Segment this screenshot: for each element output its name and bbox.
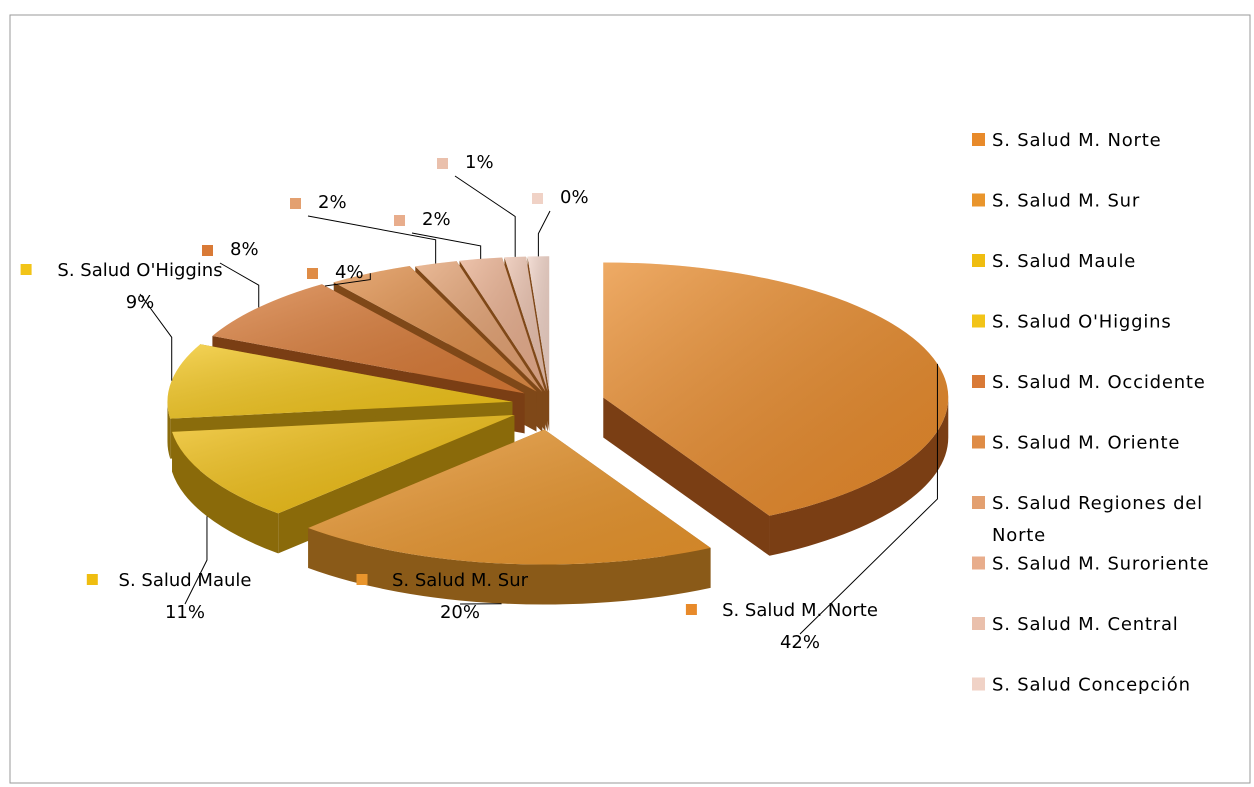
legend: S. Salud M. Norte S. Salud M. Sur S. Salud…	[972, 130, 1209, 696]
legend-item-s-salud-m-oriente: S. Salud M. Oriente	[972, 433, 1180, 454]
data-label-value: 1%	[465, 152, 494, 173]
legend-item-s-salud-maule: S. Salud Maule	[972, 251, 1136, 272]
legend-item-s-salud-o-higgins: S. Salud O'Higgins	[972, 312, 1172, 333]
legend-swatch	[972, 617, 985, 630]
legend-item-s-salud-concepci-n: S. Salud Concepción	[972, 675, 1191, 696]
data-label-category: S. Salud M. Sur	[392, 570, 529, 591]
data-label-marker	[307, 268, 318, 279]
data-label-value: 20%	[440, 602, 480, 623]
data-label-marker	[20, 264, 32, 275]
pie-slice-s-salud-o-higgins	[167, 344, 513, 459]
legend-item-s-salud-m-sur: S. Salud M. Sur	[972, 191, 1140, 212]
leader-line	[537, 210, 551, 257]
leader-line	[307, 215, 437, 264]
data-label-value: 42%	[780, 632, 820, 653]
leader-line	[411, 232, 482, 259]
legend-item-s-salud-m-central: S. Salud M. Central	[972, 614, 1179, 635]
data-label-value: 8%	[230, 239, 259, 260]
legend-item-s-salud-m-suroriente: S. Salud M. Suroriente	[972, 554, 1209, 575]
data-label-value: 9%	[126, 292, 155, 313]
legend-swatch	[972, 193, 985, 207]
data-label-value: 2%	[422, 209, 451, 230]
data-label-category: S. Salud M. Norte	[722, 600, 878, 621]
legend-label: S. Salud Maule	[992, 251, 1136, 272]
leader-line	[324, 273, 371, 287]
pie-slice-s-salud-m-norte	[603, 262, 949, 556]
data-label-marker	[202, 245, 213, 256]
legend-label: S. Salud M. Oriente	[992, 433, 1180, 454]
data-label-marker	[437, 158, 448, 169]
data-label-marker	[685, 604, 697, 615]
legend-swatch	[972, 133, 985, 146]
data-label-category: S. Salud Maule	[119, 570, 252, 591]
legend-item-s-salud-m-occidente: S. Salud M. Occidente	[972, 372, 1206, 393]
data-label-value: 11%	[165, 602, 205, 623]
legend-swatch	[972, 677, 985, 691]
legend-label: S. Salud M. Central	[992, 614, 1179, 635]
legend-label: S. Salud M. Occidente	[992, 372, 1206, 393]
legend-item-s-salud-regiones-del-norte: S. Salud Regiones del Norte	[972, 493, 1203, 546]
pie-slice-s-salud-m-sur	[308, 429, 711, 605]
leader-line	[799, 363, 938, 635]
leader-line	[139, 293, 173, 381]
data-label-value: 0%	[560, 187, 589, 208]
leader-line	[459, 603, 502, 605]
data-label-marker	[394, 215, 405, 226]
legend-label: S. Salud Concepción	[992, 675, 1191, 696]
data-label-marker	[356, 574, 368, 585]
data-labels: S. Salud M. Norte 42% S. Salud M. Sur 20% S.…	[20, 152, 938, 653]
legend-label: S. Salud M. Norte	[992, 130, 1161, 151]
legend-label: S. Salud M. Sur	[992, 191, 1140, 212]
legend-swatch	[972, 375, 985, 388]
legend-swatch	[972, 496, 985, 509]
leader-line	[454, 175, 516, 257]
leader-line	[184, 516, 208, 605]
legend-label: S. Salud Regiones del Norte	[992, 493, 1203, 546]
data-label-marker	[86, 574, 98, 585]
leader-line	[219, 262, 260, 308]
data-label-value: 4%	[335, 262, 364, 283]
legend-swatch	[972, 556, 985, 570]
legend-label: S. Salud O'Higgins	[992, 312, 1172, 333]
legend-swatch	[972, 254, 985, 267]
data-label-value: 2%	[318, 192, 347, 213]
data-label-marker	[290, 198, 301, 209]
legend-item-s-salud-m-norte: S. Salud M. Norte	[972, 130, 1161, 151]
data-label-category: S. Salud O'Higgins	[57, 260, 222, 281]
legend-swatch	[972, 314, 985, 328]
legend-swatch	[972, 435, 985, 449]
data-label-marker	[532, 193, 543, 204]
pie-slices	[167, 256, 949, 605]
legend-label: S. Salud M. Suroriente	[992, 554, 1209, 575]
